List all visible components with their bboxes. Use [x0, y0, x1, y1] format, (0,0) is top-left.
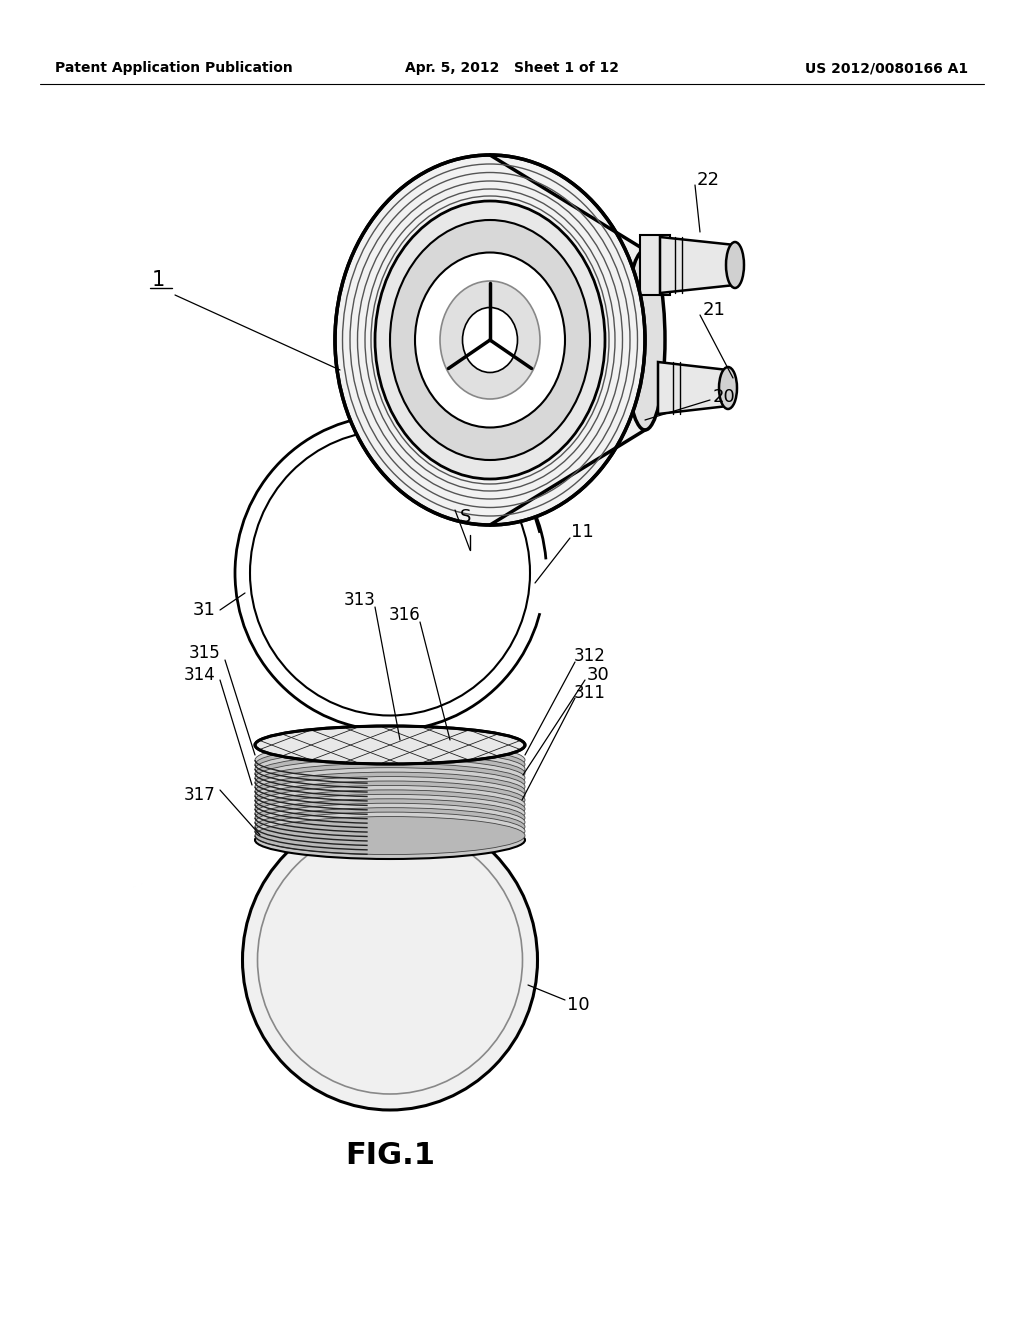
Ellipse shape: [255, 746, 525, 784]
Ellipse shape: [255, 817, 525, 854]
Ellipse shape: [255, 768, 525, 805]
Ellipse shape: [375, 201, 605, 479]
Text: 311: 311: [574, 684, 606, 702]
Text: 31: 31: [193, 601, 215, 619]
Polygon shape: [660, 238, 735, 293]
Ellipse shape: [255, 785, 525, 824]
Ellipse shape: [719, 367, 737, 409]
Ellipse shape: [255, 750, 525, 788]
Ellipse shape: [255, 754, 525, 792]
Text: FIG.1: FIG.1: [345, 1140, 435, 1170]
Ellipse shape: [255, 772, 525, 810]
Text: 316: 316: [389, 606, 421, 624]
Ellipse shape: [255, 821, 525, 859]
Ellipse shape: [255, 763, 525, 801]
Text: 30: 30: [587, 667, 609, 684]
Text: S: S: [461, 508, 472, 525]
Ellipse shape: [234, 416, 545, 730]
Ellipse shape: [463, 308, 517, 372]
Ellipse shape: [243, 810, 538, 1110]
Text: 1: 1: [152, 271, 165, 290]
Text: 317: 317: [184, 785, 216, 804]
Ellipse shape: [255, 741, 525, 779]
Polygon shape: [658, 362, 728, 414]
Text: Apr. 5, 2012   Sheet 1 of 12: Apr. 5, 2012 Sheet 1 of 12: [406, 61, 618, 75]
Text: 315: 315: [189, 644, 221, 663]
Ellipse shape: [255, 726, 525, 764]
Ellipse shape: [335, 154, 645, 525]
Polygon shape: [640, 235, 670, 294]
Ellipse shape: [255, 781, 525, 818]
Ellipse shape: [255, 804, 525, 841]
Text: Patent Application Publication: Patent Application Publication: [55, 61, 293, 75]
Ellipse shape: [255, 759, 525, 797]
Text: 312: 312: [574, 647, 606, 665]
Ellipse shape: [415, 252, 565, 428]
Text: 313: 313: [344, 591, 376, 609]
Ellipse shape: [255, 795, 525, 833]
Ellipse shape: [250, 430, 530, 715]
Text: 10: 10: [566, 997, 590, 1014]
Ellipse shape: [255, 799, 525, 837]
Ellipse shape: [390, 220, 590, 459]
Ellipse shape: [726, 242, 744, 288]
Ellipse shape: [440, 281, 540, 399]
Ellipse shape: [255, 808, 525, 846]
Ellipse shape: [625, 249, 665, 430]
Polygon shape: [490, 154, 645, 525]
Text: 314: 314: [184, 667, 216, 684]
Text: 21: 21: [702, 301, 725, 319]
Ellipse shape: [255, 812, 525, 850]
Text: 20: 20: [713, 388, 735, 407]
Text: US 2012/0080166 A1: US 2012/0080166 A1: [805, 61, 968, 75]
Text: 22: 22: [696, 172, 720, 189]
Ellipse shape: [255, 789, 525, 828]
Text: 11: 11: [570, 523, 593, 541]
Ellipse shape: [255, 776, 525, 814]
